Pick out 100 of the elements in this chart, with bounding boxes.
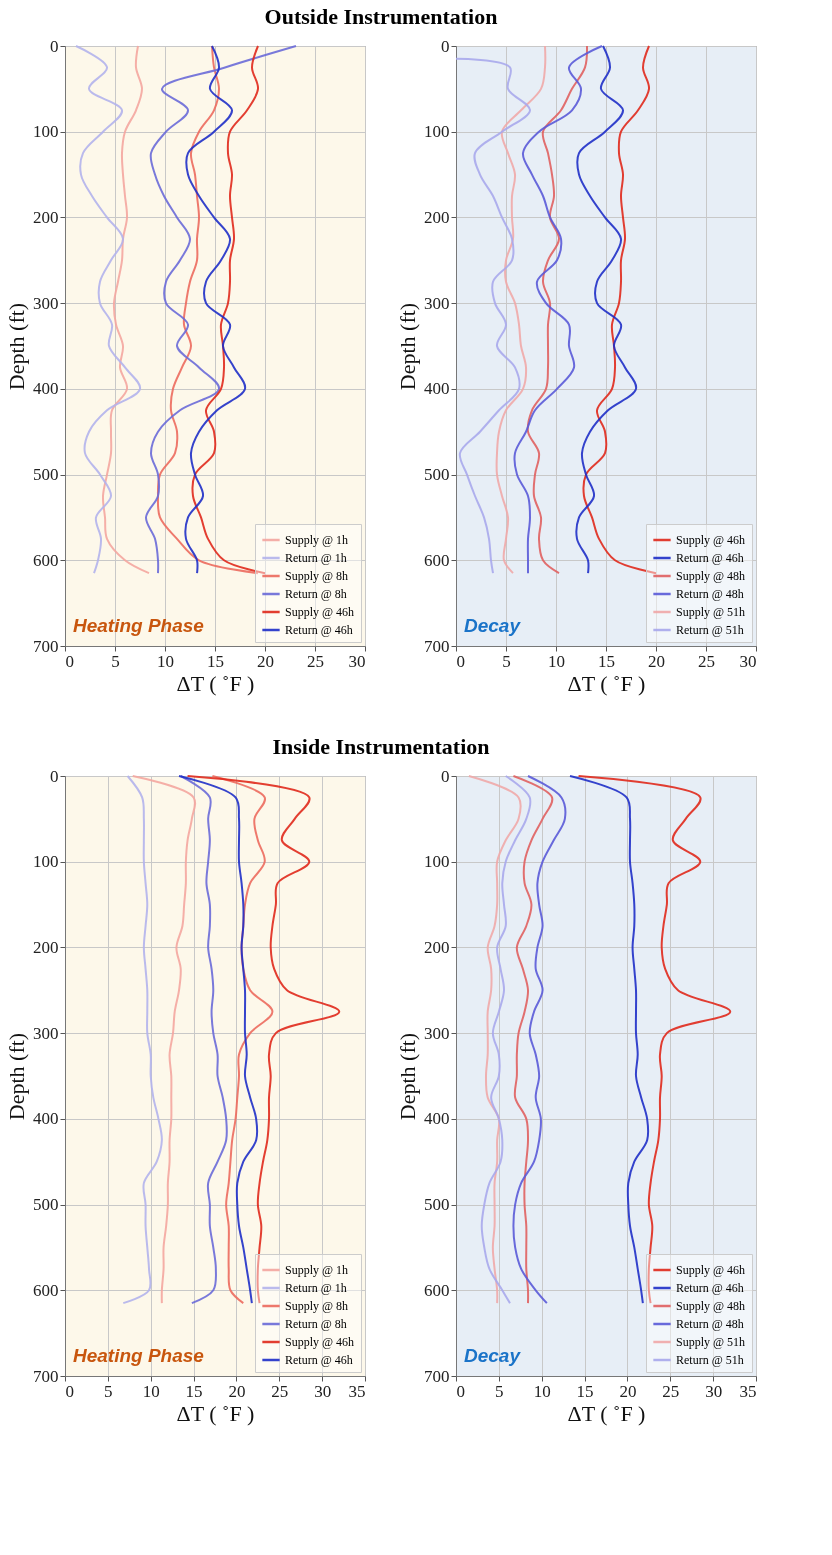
y-tick-label: 500 — [33, 465, 59, 485]
legend-label: Supply @ 1h — [285, 1263, 349, 1277]
x-axis-title: ΔT ( ˚F ) — [176, 1400, 255, 1426]
y-tick-label: 500 — [424, 1195, 450, 1215]
y-axis-title: Depth (ft) — [4, 1032, 29, 1121]
chart-title: Inside Instrumentation — [272, 733, 490, 759]
y-tick-label: 100 — [33, 852, 59, 872]
x-tick-label: 30 — [739, 651, 757, 671]
y-tick-label: 200 — [33, 937, 59, 957]
y-tick-label: 300 — [424, 293, 450, 313]
x-tick-label: 10 — [548, 651, 565, 671]
line-series — [512, 775, 567, 1305]
y-tick-label: 200 — [424, 207, 450, 227]
legend-label: Return @ 48h — [676, 587, 744, 601]
x-axis-title: ΔT ( ˚F ) — [567, 1400, 646, 1426]
x-tick-label: 30 — [314, 1381, 332, 1401]
y-tick-label: 700 — [424, 1366, 450, 1386]
x-tick-label: 10 — [533, 1381, 551, 1401]
legend-label: Supply @ 48h — [676, 569, 746, 583]
y-tick-label: 400 — [33, 1109, 59, 1129]
x-tick-label: 15 — [576, 1381, 594, 1401]
x-tick-label: 35 — [348, 1381, 366, 1401]
annotation: Heating Phase — [73, 1345, 205, 1366]
legend-label: Supply @ 46h — [285, 605, 355, 619]
chart-title: Outside Instrumentation — [264, 3, 498, 29]
legend-label: Return @ 51h — [676, 1353, 744, 1367]
y-tick-label: 100 — [424, 852, 450, 872]
annotation: Heating Phase — [73, 615, 205, 636]
y-tick-label: 600 — [424, 1280, 450, 1300]
x-tick-label: 0 — [456, 1381, 465, 1401]
line-series — [75, 45, 141, 575]
x-tick-label: 25 — [662, 1381, 680, 1401]
line-series — [122, 775, 163, 1305]
legend-label: Supply @ 48h — [676, 1299, 746, 1313]
line-series — [211, 775, 274, 1305]
y-tick-label: 100 — [33, 122, 59, 142]
y-tick-label: 300 — [33, 1023, 59, 1043]
line-series — [178, 775, 259, 1305]
legend-label: Return @ 46h — [285, 1353, 353, 1367]
legend-label: Supply @ 46h — [285, 1335, 355, 1349]
x-tick-label: 20 — [648, 651, 665, 671]
line-series — [526, 45, 588, 575]
legend-label: Supply @ 46h — [676, 533, 746, 547]
y-tick-label: 300 — [33, 293, 59, 313]
y-tick-label: 500 — [33, 1195, 59, 1215]
annotation: Decay — [464, 1345, 522, 1366]
x-tick-label: 5 — [104, 1381, 113, 1401]
line-series — [480, 775, 532, 1305]
y-axis-title: Depth (ft) — [395, 302, 420, 391]
line-series — [575, 45, 638, 575]
line-series — [102, 45, 150, 575]
x-axis-title: ΔT ( ˚F ) — [176, 670, 255, 696]
line-series — [512, 775, 554, 1305]
line-series — [495, 45, 547, 575]
legend-label: Return @ 46h — [676, 551, 744, 565]
y-tick-label: 0 — [50, 766, 59, 786]
y-tick-label: 500 — [424, 465, 450, 485]
annotation: Decay — [464, 615, 522, 636]
y-tick-label: 600 — [33, 1280, 59, 1300]
legend-label: Return @ 51h — [676, 623, 744, 637]
x-tick-label: 10 — [157, 651, 174, 671]
x-tick-label: 30 — [348, 651, 366, 671]
legend-label: Return @ 1h — [285, 551, 347, 565]
legend-label: Supply @ 8h — [285, 1299, 349, 1313]
line-series — [191, 45, 266, 575]
x-tick-label: 35 — [739, 1381, 757, 1401]
x-tick-label: 25 — [271, 1381, 289, 1401]
line-series — [569, 775, 650, 1305]
legend-label: Return @ 1h — [285, 1281, 347, 1295]
x-tick-label: 15 — [185, 1381, 203, 1401]
y-tick-label: 100 — [424, 122, 450, 142]
y-axis-title: Depth (ft) — [4, 302, 29, 391]
y-tick-label: 400 — [424, 379, 450, 399]
legend-label: Supply @ 46h — [676, 1263, 746, 1277]
x-tick-label: 0 — [65, 651, 74, 671]
y-tick-label: 0 — [441, 36, 450, 56]
legend-label: Return @ 46h — [676, 1281, 744, 1295]
x-tick-label: 5 — [502, 651, 511, 671]
legend-label: Return @ 48h — [676, 1317, 744, 1331]
legend-label: Supply @ 1h — [285, 533, 349, 547]
x-axis-title: ΔT ( ˚F ) — [567, 670, 646, 696]
legend-label: Return @ 8h — [285, 1317, 347, 1331]
x-tick-label: 20 — [257, 651, 274, 671]
x-tick-label: 0 — [456, 651, 465, 671]
y-tick-label: 300 — [424, 1023, 450, 1043]
y-tick-label: 400 — [33, 379, 59, 399]
line-series — [513, 45, 603, 575]
line-series — [184, 45, 247, 575]
x-tick-label: 0 — [65, 1381, 74, 1401]
y-tick-label: 400 — [424, 1109, 450, 1129]
x-tick-label: 15 — [598, 651, 615, 671]
x-tick-label: 25 — [307, 651, 324, 671]
x-tick-label: 20 — [228, 1381, 246, 1401]
legend-label: Return @ 8h — [285, 587, 347, 601]
y-tick-label: 600 — [424, 550, 450, 570]
x-tick-label: 10 — [142, 1381, 160, 1401]
x-tick-label: 20 — [619, 1381, 637, 1401]
x-tick-label: 5 — [495, 1381, 504, 1401]
y-tick-label: 200 — [424, 937, 450, 957]
y-tick-label: 700 — [33, 636, 59, 656]
